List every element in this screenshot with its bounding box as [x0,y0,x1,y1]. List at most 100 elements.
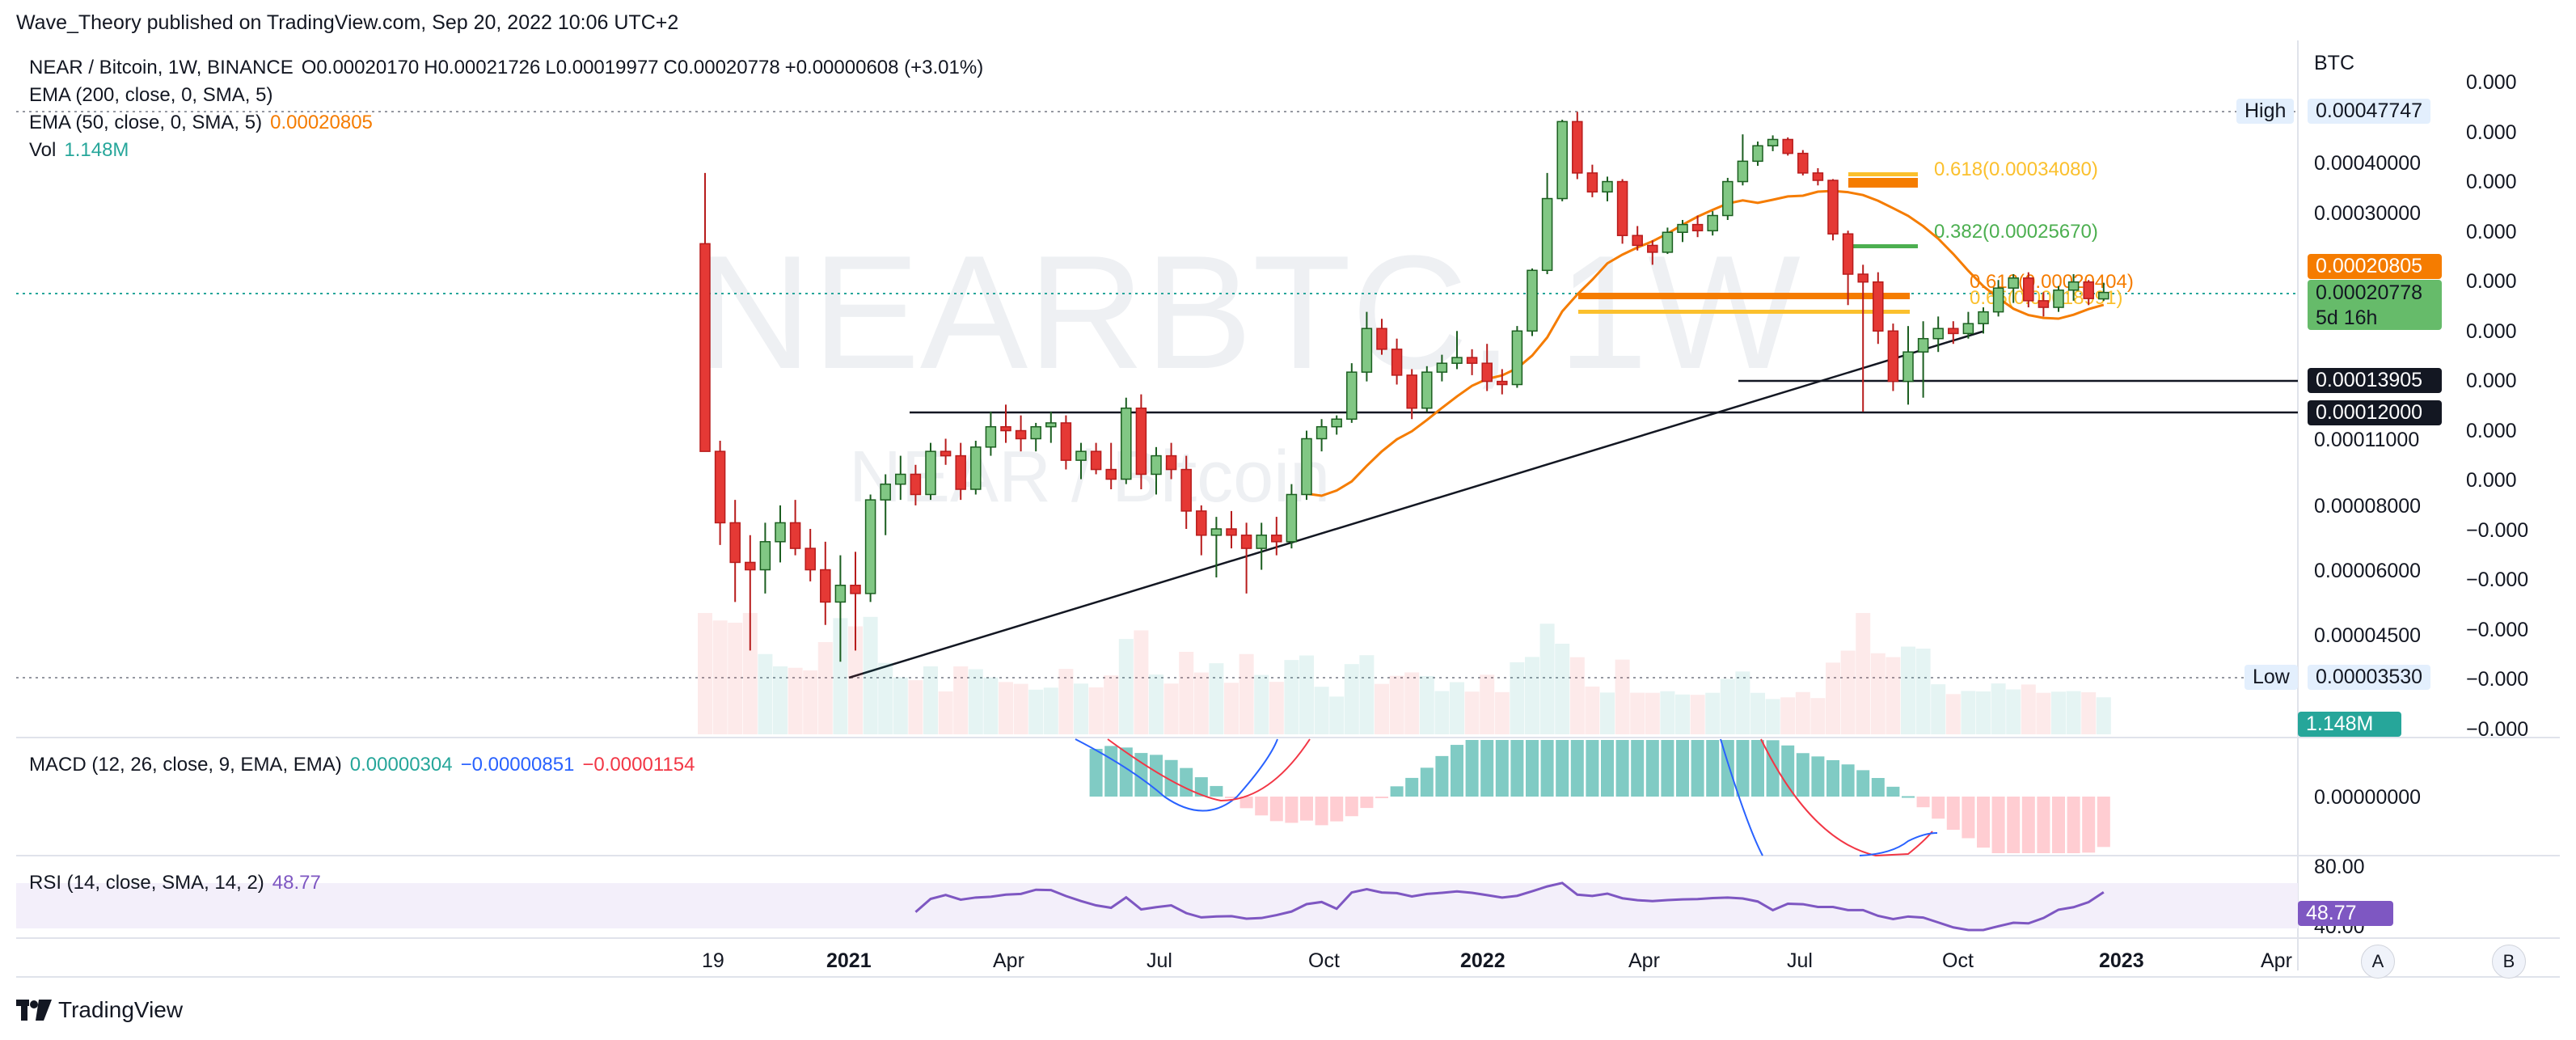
candle[interactable] [1165,442,1177,480]
candle[interactable] [1406,369,1417,420]
candle[interactable] [759,522,771,594]
candle[interactable] [1902,326,1914,405]
candle[interactable] [729,500,741,602]
candle[interactable] [1541,172,1553,275]
footer-brand[interactable]: TradingView [16,997,183,1023]
fib-zone-0382[interactable] [1848,244,1918,248]
candle[interactable] [1602,176,1613,201]
candle[interactable] [1015,415,1027,452]
candle[interactable] [1992,280,2004,317]
candle[interactable] [1932,316,1944,353]
candle[interactable] [1451,331,1463,370]
candle[interactable] [1632,226,1643,251]
candle[interactable] [1226,510,1237,549]
candle[interactable] [1842,230,1854,306]
candle[interactable] [1527,268,1538,336]
fib-zone-0618-bottom[interactable] [1578,293,1910,299]
candles[interactable] [699,112,2109,662]
scale-b-button[interactable]: B [2492,945,2526,979]
candle[interactable] [1331,415,1342,435]
candle[interactable] [1737,134,1749,186]
candle[interactable] [699,172,711,452]
candle[interactable] [1090,442,1102,475]
candle[interactable] [1677,220,1688,243]
candle[interactable] [940,438,952,465]
candle[interactable] [1616,179,1628,244]
candle[interactable] [1361,311,1373,382]
candle[interactable] [1436,354,1448,382]
candle[interactable] [1376,319,1387,355]
candle[interactable] [1572,112,1583,180]
candle[interactable] [1000,404,1011,443]
candle[interactable] [804,529,816,581]
rsi-legend[interactable]: RSI (14, close, SMA, 14, 2) 48.77 [29,872,329,894]
candle[interactable] [1256,522,1267,570]
candle[interactable] [775,505,786,563]
candle[interactable] [1827,179,1839,241]
candle[interactable] [1135,394,1147,490]
candle[interactable] [1075,442,1087,480]
candle[interactable] [1797,150,1809,175]
candle[interactable] [864,494,876,602]
candle[interactable] [1391,338,1403,385]
candle[interactable] [850,552,861,651]
candle[interactable] [955,442,966,501]
candle[interactable] [1315,419,1328,452]
candle[interactable] [745,535,756,651]
candle[interactable] [1060,415,1072,470]
candle[interactable] [985,412,997,456]
candle[interactable] [1647,240,1658,265]
candle[interactable] [970,441,982,495]
candle[interactable] [1556,120,1568,201]
candle[interactable] [1917,321,1929,398]
candle[interactable] [1271,517,1282,556]
candle[interactable] [1045,412,1057,443]
candle[interactable] [1873,272,1884,345]
candle[interactable] [1286,484,1298,549]
candle[interactable] [1511,326,1523,388]
candle[interactable] [1196,505,1207,556]
candle[interactable] [1857,264,1869,412]
fib-zone-0618-top[interactable] [1848,178,1918,188]
candle[interactable] [1887,323,1899,391]
volume-legend[interactable]: Vol 1.148M [29,139,137,162]
candle[interactable] [1707,211,1718,236]
candle[interactable] [1180,455,1192,530]
candle[interactable] [2023,272,2034,308]
candle[interactable] [789,500,801,556]
symbol-name[interactable]: NEAR / Bitcoin, 1W, BINANCE [29,57,293,78]
macd-legend[interactable]: MACD (12, 26, close, 9, EMA, EMA) 0.00000… [29,754,703,776]
candle[interactable] [1722,177,1734,221]
candle[interactable] [820,541,831,625]
candle[interactable] [880,474,891,535]
auto-scale-button[interactable]: A [2361,945,2395,979]
fib-zone-065-top[interactable] [1848,172,1918,176]
candle[interactable] [1767,135,1779,151]
candle[interactable] [2053,285,2064,312]
candle[interactable] [1962,311,1974,339]
candle[interactable] [1481,344,1493,391]
candle[interactable] [1301,430,1312,501]
candle[interactable] [1121,397,1132,484]
candle[interactable] [834,555,847,662]
candle[interactable] [1421,366,1433,412]
candle[interactable] [2083,280,2094,306]
candle[interactable] [1105,442,1117,490]
candle[interactable] [1030,422,1041,452]
candle[interactable] [1782,137,1793,156]
candle[interactable] [1812,167,1824,186]
candle[interactable] [2008,274,2019,303]
candle[interactable] [1346,363,1358,423]
trendline[interactable] [848,330,1983,679]
candle[interactable] [1948,321,1959,345]
candle[interactable] [1151,446,1162,495]
candle[interactable] [910,464,922,505]
candle[interactable] [925,442,936,501]
candle[interactable] [2098,282,2109,302]
ema200-legend[interactable]: EMA (200, close, 0, SMA, 5) [29,84,273,106]
candle[interactable] [1240,522,1252,594]
candle[interactable] [2038,292,2050,317]
candle[interactable] [714,441,726,545]
candle[interactable] [1978,307,1989,334]
